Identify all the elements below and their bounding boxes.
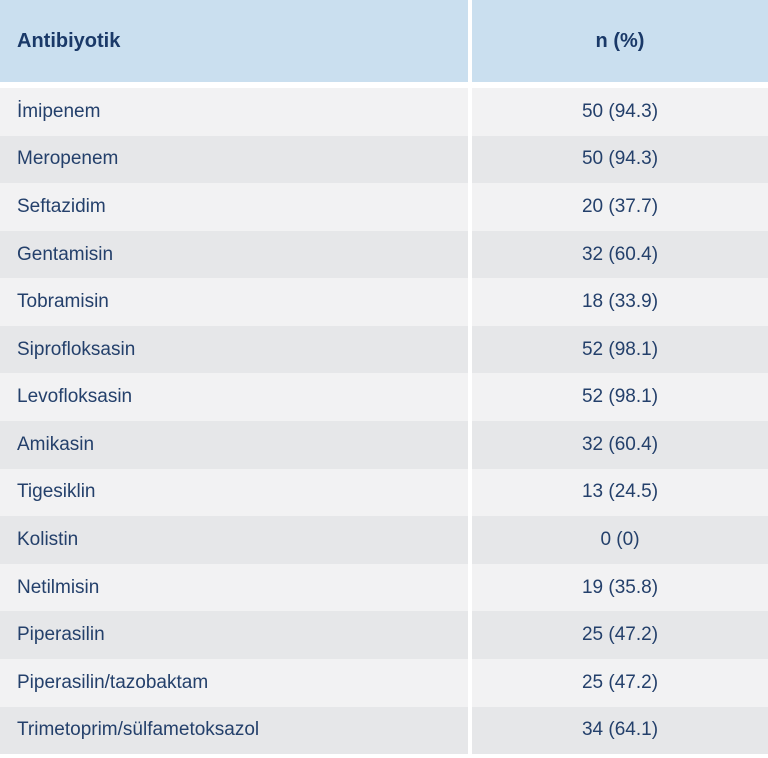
column-divider [468,611,472,659]
column-divider [468,516,472,564]
column-divider [468,563,472,612]
table-body: İmipenem 50 (94.3) Meropenem 50 (94.3) S… [0,88,768,755]
column-divider [468,325,472,374]
antibiotic-name-cell: Trimetoprim/sülfametoksazol [0,706,468,755]
antibiotic-name-cell: İmipenem [0,88,468,136]
antibiotic-name-cell: Levofloksasin [0,373,468,422]
antibiotic-value-cell: 32 (60.4) [472,230,768,279]
antibiotic-name-cell: Seftazidim [0,183,468,231]
antibiotic-name-cell: Siprofloksasin [0,325,468,374]
table-header-row: Antibiyotik n (%) [0,0,768,82]
table-row: Seftazidim 20 (37.7) [0,183,768,231]
antibiotic-name-cell: Piperasilin [0,611,468,659]
header-body-divider [0,82,768,88]
table-row: Piperasilin/tazobaktam 25 (47.2) [0,658,768,707]
table-row: Levofloksasin 52 (98.1) [0,373,768,422]
antibiotic-name-cell: Piperasilin/tazobaktam [0,658,468,707]
table-row: Meropenem 50 (94.3) [0,135,768,184]
antibiotic-value-cell: 32 (60.4) [472,421,768,469]
column-divider [468,706,472,755]
column-divider [468,183,472,231]
antibiotic-value-cell: 0 (0) [472,516,768,564]
column-divider [468,135,472,184]
column-divider [468,278,472,326]
table-row: Tobramisin 18 (33.9) [0,278,768,326]
header-cell-antibiyotik: Antibiyotik [0,0,468,82]
antibiotic-name-cell: Kolistin [0,516,468,564]
table-row: Tigesiklin 13 (24.5) [0,468,768,517]
table-row: Gentamisin 32 (60.4) [0,230,768,279]
antibiotic-value-cell: 25 (47.2) [472,611,768,659]
antibiotic-name-cell: Amikasin [0,421,468,469]
antibiotic-name-cell: Tobramisin [0,278,468,326]
table-row: Trimetoprim/sülfametoksazol 34 (64.1) [0,706,768,755]
column-divider [468,88,472,136]
antibiotic-name-cell: Tigesiklin [0,468,468,517]
column-divider [468,0,472,82]
column-divider [468,421,472,469]
table-row: Siprofloksasin 52 (98.1) [0,325,768,374]
column-divider [468,230,472,279]
antibiotic-value-cell: 50 (94.3) [472,135,768,184]
table-row: Piperasilin 25 (47.2) [0,611,768,659]
column-divider [468,373,472,422]
antibiotic-name-cell: Netilmisin [0,563,468,612]
antibiotic-value-cell: 20 (37.7) [472,183,768,231]
antibiotic-value-cell: 18 (33.9) [472,278,768,326]
column-divider [468,658,472,707]
table-row: Netilmisin 19 (35.8) [0,563,768,612]
antibiotic-value-cell: 34 (64.1) [472,706,768,755]
antibiotic-value-cell: 25 (47.2) [472,658,768,707]
table-bottom-margin [0,754,768,758]
antibiotic-value-cell: 50 (94.3) [472,88,768,136]
antibiotic-value-cell: 13 (24.5) [472,468,768,517]
table-row: Amikasin 32 (60.4) [0,421,768,469]
antibiotic-value-cell: 52 (98.1) [472,373,768,422]
table-row: Kolistin 0 (0) [0,516,768,564]
antibiotic-name-cell: Meropenem [0,135,468,184]
antibiotic-name-cell: Gentamisin [0,230,468,279]
antibiotic-value-cell: 19 (35.8) [472,563,768,612]
header-cell-n-percent: n (%) [472,0,768,82]
column-divider [468,468,472,517]
table-row: İmipenem 50 (94.3) [0,88,768,136]
antibiotic-value-cell: 52 (98.1) [472,325,768,374]
